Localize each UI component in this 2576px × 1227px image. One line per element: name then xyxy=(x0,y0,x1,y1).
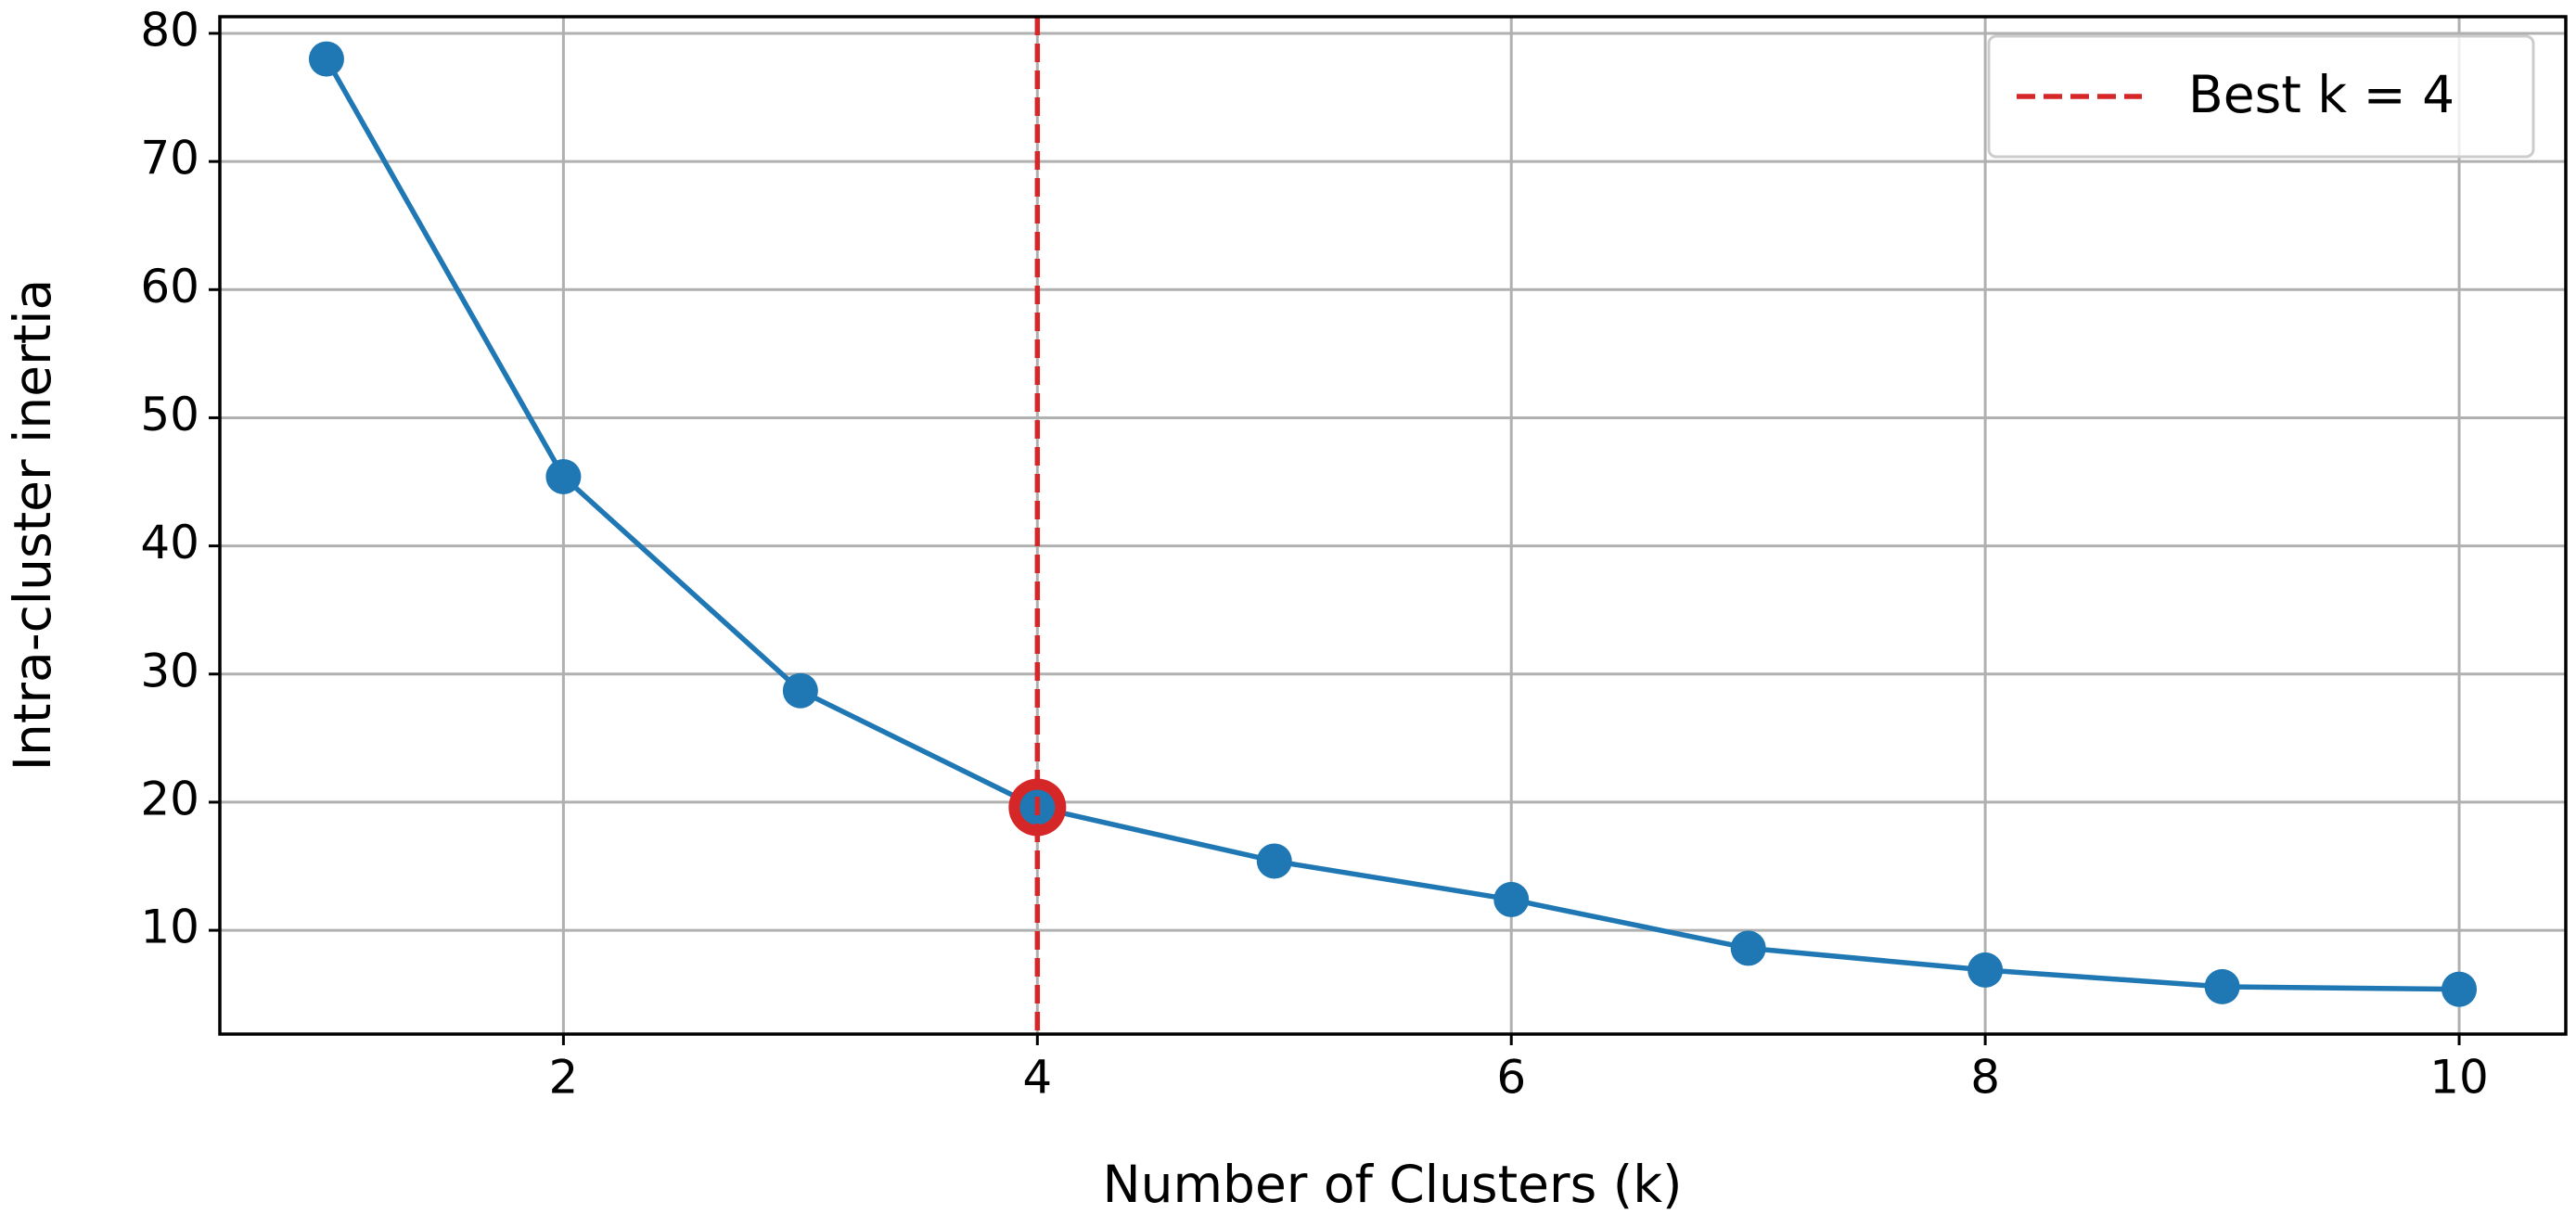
x-tick-label: 6 xyxy=(1496,1051,1526,1105)
y-tick-label: 70 xyxy=(140,132,199,185)
data-point xyxy=(1256,843,1292,879)
x-tick-label: 10 xyxy=(2429,1051,2489,1105)
data-point xyxy=(545,458,582,494)
data-point xyxy=(782,672,818,709)
y-tick-label: 10 xyxy=(140,901,199,954)
y-tick-label: 40 xyxy=(140,516,199,569)
y-axis-label: Intra-cluster inertia xyxy=(3,279,62,771)
y-tick-label: 60 xyxy=(140,260,199,313)
x-tick-label: 4 xyxy=(1022,1051,1052,1105)
y-tick-label: 30 xyxy=(140,644,199,697)
x-tick-label: 2 xyxy=(549,1051,579,1105)
y-tick-label: 20 xyxy=(140,772,199,825)
data-point xyxy=(308,41,344,77)
y-tick-label: 80 xyxy=(140,3,199,57)
plot-frame xyxy=(218,15,2568,1036)
data-point xyxy=(1730,930,1766,966)
legend-box xyxy=(1987,34,2535,159)
data-line xyxy=(324,58,2460,992)
data-point xyxy=(2441,971,2478,1007)
legend-label: Best k = 4 xyxy=(2188,65,2454,124)
data-point xyxy=(1493,881,1530,917)
x-axis-label: Number of Clusters (k) xyxy=(1102,1155,1682,1214)
data-point xyxy=(2204,968,2240,1004)
data-point xyxy=(1967,952,2004,988)
y-tick-label: 50 xyxy=(140,388,199,441)
x-tick-label: 8 xyxy=(1970,1051,2000,1105)
